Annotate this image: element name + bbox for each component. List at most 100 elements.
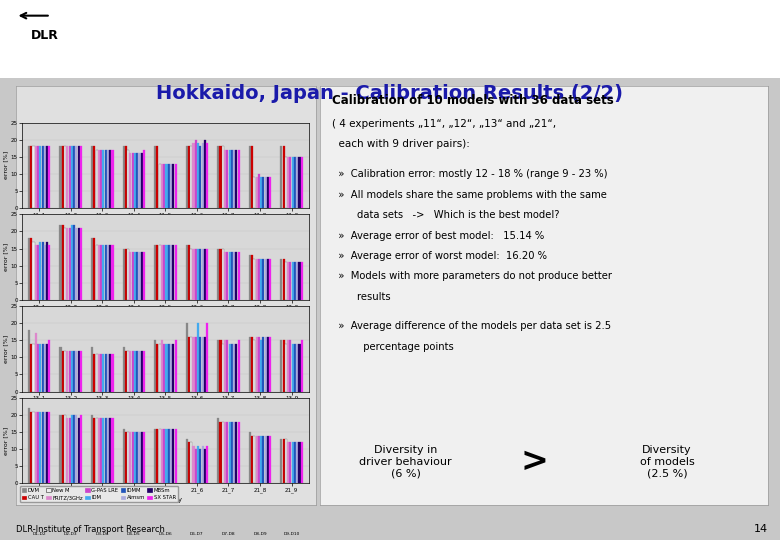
Bar: [236, 150, 237, 208]
Bar: [154, 245, 156, 300]
Bar: [236, 344, 237, 392]
Bar: [267, 337, 269, 392]
Bar: [46, 411, 48, 483]
Bar: [94, 146, 95, 208]
Bar: [170, 245, 172, 300]
Bar: [172, 344, 175, 392]
Bar: [301, 262, 303, 300]
Text: D5-D6: D5-D6: [158, 532, 172, 536]
Bar: [199, 337, 201, 392]
Bar: [73, 350, 75, 392]
Bar: [219, 422, 222, 483]
Bar: [229, 150, 231, 208]
Bar: [96, 245, 98, 300]
Legend: DVM, CAU T, New M, FRITZ/3GHz, G-PAS LRE, IDM, IDMM, Aimsm, MBSm, SX STAR: DVM, CAU T, New M, FRITZ/3GHz, G-PAS LRE…: [20, 486, 178, 502]
Bar: [301, 340, 303, 392]
Bar: [172, 164, 175, 208]
Bar: [262, 337, 264, 392]
Bar: [134, 153, 136, 208]
Bar: [100, 418, 102, 483]
Bar: [33, 146, 34, 208]
Bar: [256, 259, 257, 300]
Bar: [28, 238, 30, 300]
Bar: [105, 354, 107, 391]
Bar: [132, 252, 133, 300]
Bar: [39, 344, 41, 392]
Bar: [222, 344, 224, 392]
Bar: [168, 245, 170, 300]
Text: Diversity in
driver behaviour
(6 %): Diversity in driver behaviour (6 %): [360, 445, 452, 478]
Bar: [269, 337, 271, 392]
Y-axis label: error [%]: error [%]: [3, 335, 8, 363]
Text: trajectory: trajectory: [148, 497, 183, 503]
Bar: [102, 245, 105, 300]
Bar: [78, 350, 80, 392]
Bar: [226, 150, 229, 208]
Bar: [262, 177, 264, 208]
Bar: [69, 350, 71, 392]
Text: D8-D9: D8-D9: [254, 532, 267, 536]
Bar: [188, 442, 190, 483]
Bar: [46, 344, 48, 392]
Bar: [170, 429, 172, 483]
Bar: [289, 262, 292, 300]
Bar: [260, 436, 262, 483]
Bar: [71, 225, 73, 300]
Bar: [229, 422, 231, 483]
Text: D2-D3: D2-D3: [64, 532, 77, 536]
Bar: [217, 146, 219, 208]
Bar: [33, 242, 34, 300]
Bar: [201, 337, 204, 392]
Bar: [190, 337, 192, 392]
Bar: [195, 337, 197, 392]
Bar: [204, 337, 206, 392]
Bar: [102, 418, 105, 483]
Bar: [59, 415, 62, 483]
Text: each with 9 driver pairs):: each with 9 driver pairs):: [332, 139, 470, 148]
Bar: [100, 245, 102, 300]
Bar: [80, 228, 82, 300]
Bar: [94, 354, 95, 391]
Bar: [285, 344, 287, 392]
Bar: [287, 340, 289, 392]
Bar: [143, 432, 145, 483]
Bar: [296, 344, 298, 392]
Bar: [62, 415, 64, 483]
Bar: [41, 344, 44, 392]
Bar: [35, 146, 37, 208]
Bar: [122, 429, 125, 483]
Bar: [296, 442, 298, 483]
Bar: [107, 245, 109, 300]
Text: D3-D4: D3-D4: [95, 532, 109, 536]
Bar: [201, 446, 204, 483]
Text: Hokkaido, Japan - Calibration Results (2/2): Hokkaido, Japan - Calibration Results (2…: [157, 84, 623, 103]
Bar: [172, 429, 175, 483]
Bar: [231, 150, 233, 208]
Bar: [64, 146, 66, 208]
Bar: [168, 429, 170, 483]
Bar: [287, 157, 289, 208]
Bar: [59, 225, 62, 300]
Bar: [48, 411, 51, 483]
Bar: [91, 146, 93, 208]
Bar: [193, 143, 194, 208]
Bar: [48, 146, 51, 208]
Bar: [222, 248, 224, 300]
Bar: [105, 150, 107, 208]
Bar: [140, 252, 143, 300]
Bar: [96, 150, 98, 208]
Text: »  All models share the same problems with the same: » All models share the same problems wit…: [332, 190, 606, 200]
Bar: [73, 225, 75, 300]
Bar: [134, 252, 136, 300]
Bar: [292, 262, 294, 300]
Bar: [219, 146, 222, 208]
Bar: [280, 340, 282, 392]
Bar: [154, 146, 156, 208]
Bar: [224, 150, 226, 208]
Text: »  Average difference of the models per data set is 2.5: » Average difference of the models per d…: [332, 321, 611, 332]
Bar: [249, 255, 251, 300]
Bar: [37, 344, 39, 392]
Bar: [254, 436, 255, 483]
Bar: [294, 262, 296, 300]
Bar: [238, 340, 239, 392]
